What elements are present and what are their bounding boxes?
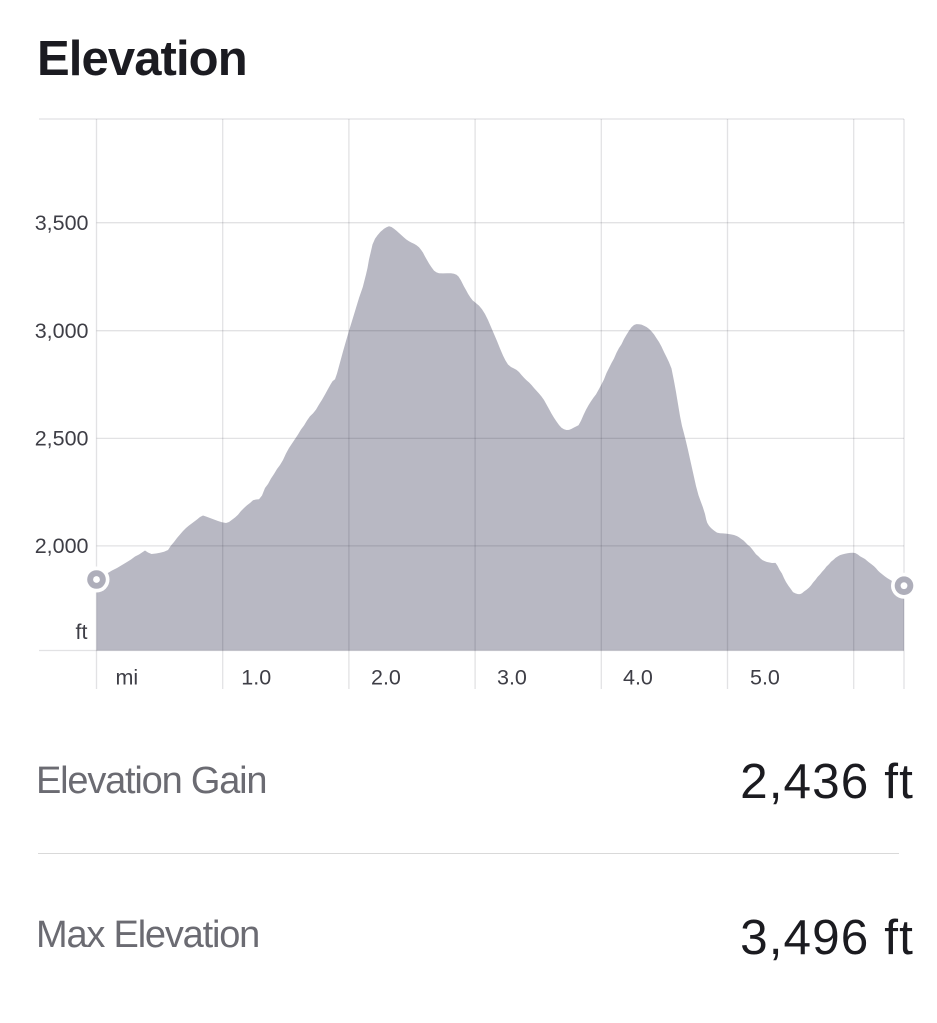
svg-text:2,000: 2,000	[35, 534, 89, 558]
svg-text:4.0: 4.0	[623, 666, 653, 690]
svg-text:3,500: 3,500	[35, 211, 89, 235]
svg-text:2,500: 2,500	[35, 427, 89, 451]
svg-text:3.0: 3.0	[497, 666, 527, 690]
svg-text:5.0: 5.0	[750, 666, 780, 690]
svg-text:3,000: 3,000	[35, 319, 89, 343]
svg-text:1.0: 1.0	[241, 666, 271, 690]
svg-text:mi: mi	[116, 666, 139, 690]
svg-text:2.0: 2.0	[371, 666, 401, 690]
svg-text:ft: ft	[76, 620, 88, 644]
